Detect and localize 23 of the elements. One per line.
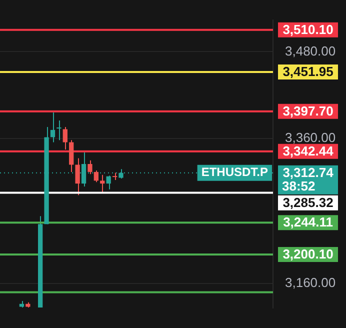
text: 38:52 [282, 178, 316, 194]
candlestick [88, 160, 92, 175]
ref-line-label: 3,397.70 [282, 103, 334, 118]
candlestick [62, 126, 68, 150]
candlestick [50, 112, 56, 143]
ref-line-label: 3,510.10 [282, 22, 334, 37]
candlestick [56, 120, 62, 141]
ref-line-label: 3,244.11 [283, 214, 333, 230]
y-tick-label: 3,480.00 [285, 43, 336, 58]
ref-line-label: 3,312.74 [282, 164, 334, 180]
ref-line-label: 3,200.10 [282, 246, 334, 262]
ref-line-label: 3,451.95 [282, 64, 334, 80]
y-tick-label: 3,360.00 [285, 130, 336, 146]
annotation: ETHUSDT.P [201, 165, 268, 180]
y-tick-label: 3,160.00 [285, 275, 336, 290]
ref-line-label: 3,285.32 [282, 194, 334, 210]
candlestick [94, 170, 98, 183]
ref-line-label: 3,342.44 [282, 143, 334, 158]
candlestick [106, 175, 111, 190]
candlestick [112, 172, 118, 180]
candlestick [69, 140, 74, 172]
candlestick [100, 174, 105, 194]
candlestick [75, 158, 80, 196]
